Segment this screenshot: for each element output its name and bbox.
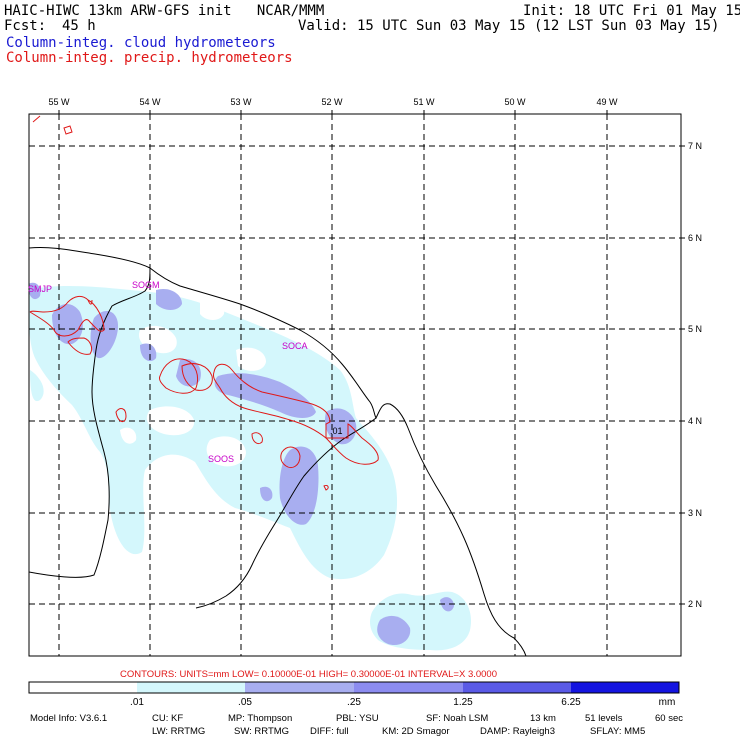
- model-info-item: SW: RRTMG: [234, 726, 289, 737]
- forecast-label: Fcst:: [4, 18, 47, 34]
- station-sogm: SOGM: [132, 280, 160, 290]
- station-soca: SOCA: [282, 341, 308, 351]
- colorbar-tick: 6.25: [561, 697, 581, 708]
- model-info-item: PBL: YSU: [336, 713, 379, 724]
- station-labels: SMJP SOGM SOCA SOOS: [28, 280, 308, 464]
- coastline: [29, 246, 527, 656]
- model-info-item: CU: KF: [152, 713, 183, 724]
- coastlines-borders: [29, 246, 527, 656]
- lat-label: 4 N: [688, 416, 702, 426]
- lon-label: 53 W: [230, 97, 252, 107]
- colorbar-tick: .25: [347, 697, 361, 708]
- legend-precip-hydrometeors: Column-integ. precip. hydrometeors: [6, 50, 293, 66]
- legend-cloud-hydrometeors: Column-integ. cloud hydrometeors: [6, 35, 276, 51]
- colorbar-bin-3: [354, 682, 463, 693]
- model-info-item: 51 levels: [585, 713, 623, 724]
- model-info-item: LW: RRTMG: [152, 726, 205, 737]
- colorbar-frame: [28, 681, 680, 694]
- border-suriname-fg: [29, 267, 151, 578]
- colorbar-bin-white: [29, 682, 137, 693]
- latitude-labels: 7 N 6 N 5 N 4 N 3 N 2 N: [688, 141, 702, 609]
- longitude-labels: 55 W 54 W 53 W 52 W 51 W 50 W 49 W: [48, 97, 618, 107]
- contour-label: .01: [330, 426, 343, 436]
- lat-label: 3 N: [688, 508, 702, 518]
- shade-level-2: [29, 282, 454, 646]
- colorbar-tick: .01: [130, 697, 144, 708]
- model-info-item: Model Info: V3.6.1: [30, 713, 107, 724]
- lon-label: 55 W: [48, 97, 70, 107]
- lon-label: 52 W: [321, 97, 343, 107]
- lon-label: 54 W: [139, 97, 161, 107]
- model-info-item: 13 km: [530, 713, 556, 724]
- lon-label: 49 W: [596, 97, 618, 107]
- colorbar-units: mm: [659, 697, 676, 708]
- model-info-item: KM: 2D Smagor: [382, 726, 450, 737]
- station-soos: SOOS: [208, 454, 234, 464]
- station-smjp: SMJP: [28, 284, 52, 294]
- model-info-item: SF: Noah LSM: [426, 713, 488, 724]
- colorbar-bin-4: [463, 682, 571, 693]
- model-info-item: DIFF: full: [310, 726, 349, 737]
- colorbar-tick: .05: [238, 697, 252, 708]
- lat-lon-grid: [29, 114, 681, 656]
- plot-title: HAIC-HIWC 13km ARW-GFS init NCAR/MMM: [4, 3, 325, 19]
- contour-info: CONTOURS: UNITS=mm LOW= 0.10000E-01 HIGH…: [120, 669, 497, 680]
- colorbar-bin-2: [245, 682, 354, 693]
- shaded-fields: [29, 282, 472, 651]
- lon-label: 51 W: [413, 97, 435, 107]
- colorbar-bin-1: [137, 682, 245, 693]
- model-info-item: MP: Thompson: [228, 713, 292, 724]
- tick-marks: [58, 110, 685, 605]
- colorbar-tick: 1.25: [453, 697, 473, 708]
- lat-label: 5 N: [688, 324, 702, 334]
- colorbar: [28, 681, 680, 694]
- border-brazil-fg: [195, 417, 377, 609]
- model-info-item: SFLAY: MM5: [590, 726, 645, 737]
- lat-label: 2 N: [688, 599, 702, 609]
- model-info-item: DAMP: Rayleigh3: [480, 726, 555, 737]
- forecast-value: 45 h: [62, 18, 96, 34]
- model-info: Model Info: V3.6.1 CU: KF MP: Thompson P…: [30, 713, 683, 737]
- lat-label: 7 N: [688, 141, 702, 151]
- plot-frame: [28, 113, 682, 657]
- lat-label: 6 N: [688, 233, 702, 243]
- init-time: Init: 18 UTC Fri 01 May 15: [523, 3, 740, 19]
- valid-time: Valid: 15 UTC Sun 03 May 15 (12 LST Sun …: [298, 18, 720, 34]
- colorbar-bin-5: [571, 682, 679, 693]
- colorbar-ticks: .01 .05 .25 1.25 6.25 mm: [130, 697, 675, 708]
- model-info-item: 60 sec: [655, 713, 683, 724]
- lon-label: 50 W: [504, 97, 526, 107]
- precip-contours: [29, 115, 379, 491]
